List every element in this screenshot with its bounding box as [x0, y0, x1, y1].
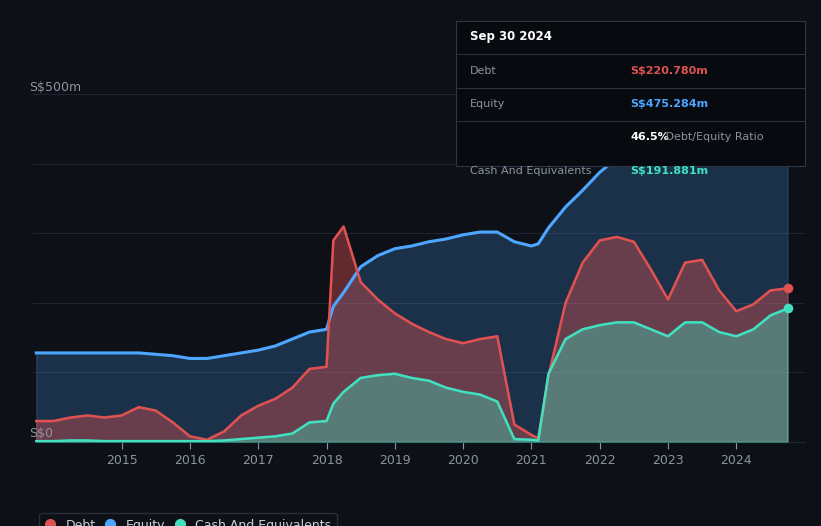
Text: Cash And Equivalents: Cash And Equivalents [470, 166, 591, 176]
Text: Debt/Equity Ratio: Debt/Equity Ratio [662, 133, 763, 143]
Text: 46.5%: 46.5% [631, 133, 669, 143]
Text: S$475.284m: S$475.284m [631, 99, 709, 109]
Text: S$0: S$0 [29, 428, 53, 440]
Text: Sep 30 2024: Sep 30 2024 [470, 30, 552, 43]
Text: Debt: Debt [470, 66, 497, 76]
Point [781, 108, 794, 116]
Text: S$191.881m: S$191.881m [631, 166, 709, 176]
Point [781, 284, 794, 292]
Point [781, 304, 794, 312]
Legend: Debt, Equity, Cash And Equivalents: Debt, Equity, Cash And Equivalents [39, 513, 337, 526]
Text: Equity: Equity [470, 99, 505, 109]
Text: S$220.780m: S$220.780m [631, 66, 708, 76]
Text: S$500m: S$500m [29, 82, 81, 95]
